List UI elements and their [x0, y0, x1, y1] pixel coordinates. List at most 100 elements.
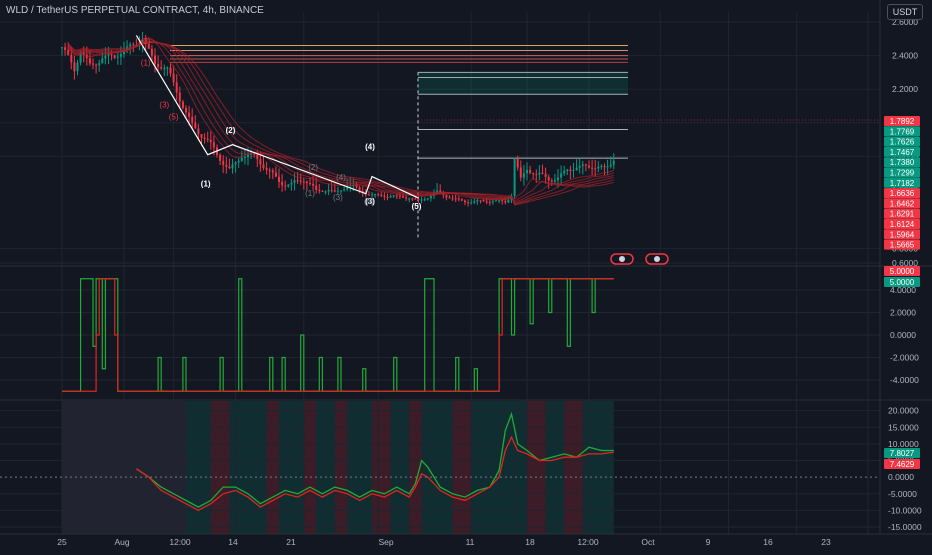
price-value-text: 1.6462 [890, 199, 915, 208]
elliott-wave-label-secondary: (4) [336, 173, 346, 182]
candle-body [563, 170, 566, 174]
time-tick-label: Sep [378, 537, 393, 547]
oscillator-value-tag [884, 266, 920, 276]
candle-body [212, 142, 215, 148]
price-value-text: 1.6636 [890, 189, 915, 198]
price-value-tag [884, 167, 920, 178]
candle-body [150, 48, 153, 56]
candle-body [591, 167, 594, 169]
price-value-text: 1.7380 [890, 158, 915, 167]
candle-body [346, 186, 349, 190]
candle-body [154, 55, 156, 64]
candle-body [163, 67, 166, 69]
price-value-tag [884, 219, 920, 229]
candle-body [513, 158, 516, 196]
candle-body [358, 187, 361, 191]
elliott-wave-label: (1) [201, 180, 211, 189]
candle-body [305, 181, 308, 184]
candle-body [259, 159, 262, 165]
chart-title: WLD / TetherUS PERPETUAL CONTRACT, 4h, B… [6, 5, 264, 16]
price-tick-label: 2.6000 [892, 17, 918, 27]
candle-body [160, 67, 163, 69]
momentum-background-bands [62, 401, 614, 534]
ema-ribbon-line [67, 42, 614, 206]
candle-body [560, 173, 563, 178]
candle-body [402, 196, 404, 198]
candle-body [519, 167, 522, 178]
oscillator-tick-label: 0.0000 [890, 330, 916, 340]
candle-body [88, 57, 91, 64]
candle-body [485, 201, 488, 203]
momentum-value-text: 7.8027 [890, 449, 915, 458]
momentum-band [347, 401, 372, 534]
candle-body [333, 190, 336, 192]
candle-body [535, 174, 538, 176]
candle-body [147, 44, 150, 49]
candle-body [110, 54, 113, 56]
candle-body [116, 56, 119, 58]
candle-body [603, 166, 606, 168]
price-tick-label: 0.6000 [892, 258, 918, 268]
target-zone [418, 72, 628, 95]
elliott-wave-label: (5) [412, 202, 422, 211]
candle-body [479, 200, 482, 202]
candle-body [460, 199, 463, 201]
momentum-band [279, 401, 304, 534]
elliott-wave-label-secondary: (2) [308, 163, 318, 172]
candle-body [550, 180, 553, 182]
currency-button[interactable]: USDT [887, 4, 923, 20]
elliott-wave-label-secondary: (1) [305, 189, 315, 198]
candle-body [457, 198, 460, 200]
momentum-band [316, 401, 335, 534]
price-value-tag [884, 136, 920, 147]
candle-body [405, 197, 408, 199]
candle-body [414, 198, 417, 200]
momentum-band [564, 401, 583, 534]
price-value-text: 1.7769 [890, 127, 915, 136]
candle-body [281, 181, 284, 186]
candle-body [330, 190, 333, 192]
candle-body [169, 67, 172, 74]
elliott-wave-label-secondary: (3) [333, 193, 343, 202]
candle-body [79, 52, 82, 63]
candle-body [185, 108, 187, 113]
candle-body [584, 164, 587, 166]
price-value-text: 1.5964 [890, 230, 915, 239]
price-tick-label: 2.2000 [892, 84, 918, 94]
momentum-tick-label: -10.0000 [888, 505, 922, 515]
candle-body [522, 173, 525, 178]
candle-body [231, 164, 234, 169]
candle-body [544, 173, 547, 177]
candle-body [501, 200, 504, 202]
candle-body [194, 122, 197, 129]
candle-body [538, 172, 541, 175]
price-value-tag [884, 126, 920, 137]
candle-body [327, 190, 330, 192]
candle-body [104, 55, 107, 59]
candle-body [504, 200, 507, 203]
candle-body [209, 139, 212, 143]
candle-body [203, 137, 206, 140]
candle-body [507, 199, 510, 203]
candle-body [243, 157, 246, 159]
candle-body [451, 198, 454, 200]
candle-body [309, 183, 311, 185]
price-value-text: 1.7299 [890, 169, 915, 178]
oscillator-pane [62, 278, 614, 392]
price-value-tag [884, 208, 920, 219]
time-tick-label: 14 [228, 537, 238, 547]
time-tick-label: 9 [706, 537, 711, 547]
price-value-text: 1.5665 [890, 241, 915, 250]
candle-body [290, 182, 293, 185]
oscillator-tick-label: -2.0000 [890, 353, 919, 363]
candle-body [355, 184, 358, 188]
momentum-band [390, 401, 410, 534]
candle-body [172, 73, 175, 83]
candle-body [491, 201, 494, 203]
momentum-tick-label: 10.0000 [888, 439, 919, 449]
candle-body [423, 199, 426, 201]
elliott-wave-label: (3) [365, 197, 375, 206]
candle-body [371, 194, 373, 196]
